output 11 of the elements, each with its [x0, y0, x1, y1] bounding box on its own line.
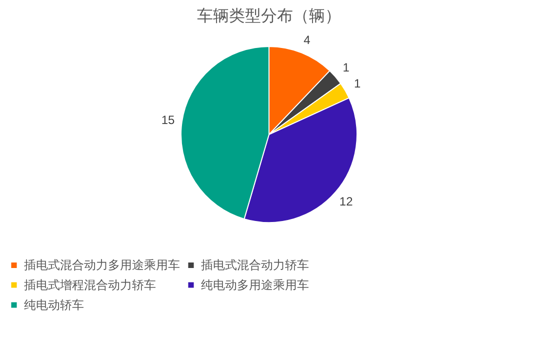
legend-label: 纯电动多用途乘用车: [201, 278, 309, 292]
data-label: 4: [304, 32, 311, 47]
legend-label: 插电式混合动力轿车: [201, 258, 309, 272]
data-label: 1: [354, 76, 361, 90]
legend-label: 插电式增程混合动力轿车: [24, 278, 156, 292]
legend-label: 插电式混合动力多用途乘用车: [24, 258, 180, 272]
chart-title: 车辆类型分布（辆）: [197, 7, 341, 25]
data-label: 15: [161, 112, 176, 127]
data-label: 12: [339, 194, 354, 208]
legend-label: 纯电动轿车: [24, 298, 84, 312]
data-label: 1: [342, 60, 350, 75]
